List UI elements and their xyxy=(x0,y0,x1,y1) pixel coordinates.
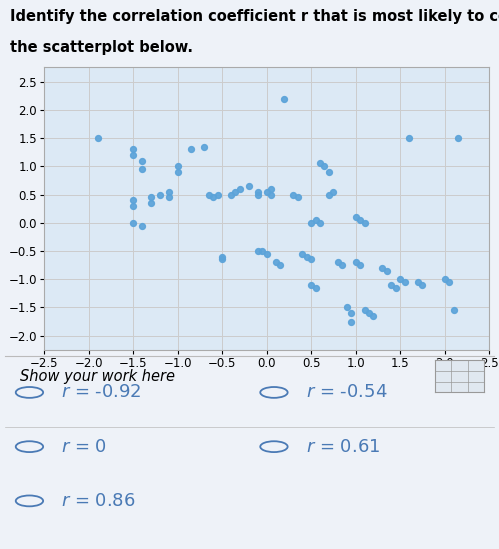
Text: $r$ = -0.54: $r$ = -0.54 xyxy=(306,383,387,401)
Text: $r$ = 0.86: $r$ = 0.86 xyxy=(61,492,136,510)
Text: $r$ = 0.61: $r$ = 0.61 xyxy=(306,438,380,456)
Text: Show your work here: Show your work here xyxy=(19,369,175,384)
Text: Identify the correlation coefficient r that is most likely to correspond with: Identify the correlation coefficient r t… xyxy=(10,9,499,24)
Text: $r$ = 0: $r$ = 0 xyxy=(61,438,107,456)
Text: the scatterplot below.: the scatterplot below. xyxy=(10,40,193,55)
Text: $r$ = -0.92: $r$ = -0.92 xyxy=(61,383,142,401)
